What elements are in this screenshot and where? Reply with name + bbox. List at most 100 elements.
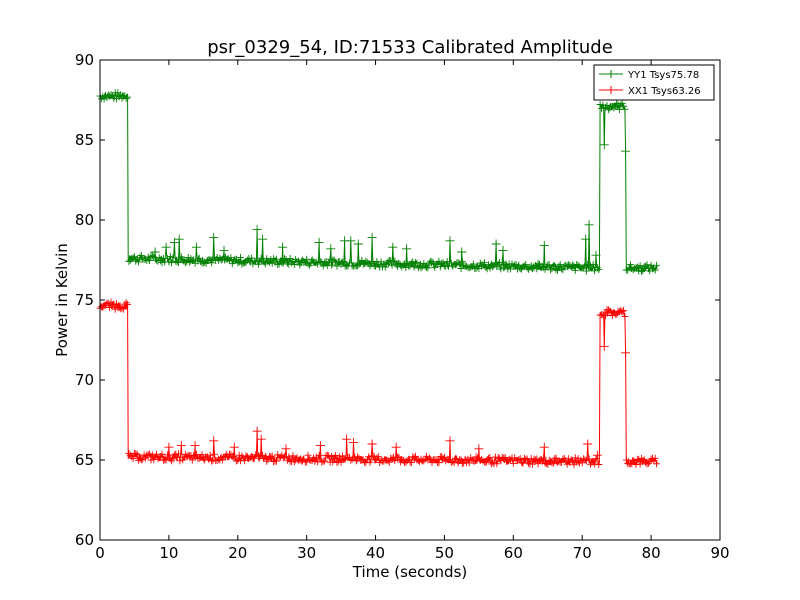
legend-label: YY1 Tsys75.78 bbox=[627, 70, 699, 81]
series-marker bbox=[278, 242, 288, 252]
series-marker bbox=[213, 457, 221, 464]
series-marker bbox=[188, 456, 196, 464]
legend-marker bbox=[607, 70, 615, 78]
series-marker bbox=[515, 456, 523, 464]
series-marker bbox=[529, 460, 537, 468]
series-marker bbox=[643, 261, 651, 269]
series-marker bbox=[256, 257, 264, 265]
series-marker bbox=[412, 259, 419, 266]
series-marker bbox=[270, 255, 278, 263]
series-marker bbox=[341, 455, 349, 463]
series-marker bbox=[436, 263, 444, 271]
series-marker bbox=[293, 258, 301, 266]
series-marker bbox=[523, 264, 531, 272]
series-marker bbox=[498, 245, 508, 255]
series-marker bbox=[639, 457, 647, 465]
series-marker bbox=[468, 456, 476, 464]
series-marker bbox=[254, 260, 262, 268]
series-marker bbox=[347, 456, 355, 464]
series-marker bbox=[533, 265, 541, 273]
series-marker bbox=[391, 442, 401, 452]
series-marker bbox=[644, 459, 652, 467]
series-marker bbox=[578, 459, 586, 467]
series-marker bbox=[268, 452, 276, 460]
x-axis: 0 10 20 30 40 50 60 70 80 90 bbox=[95, 60, 730, 562]
series-marker bbox=[353, 239, 363, 249]
series-marker bbox=[133, 450, 141, 458]
series-marker bbox=[610, 104, 618, 112]
series-marker bbox=[252, 225, 262, 235]
series-marker bbox=[135, 258, 143, 266]
x-axis-label: Time (seconds) bbox=[352, 563, 468, 581]
series-marker bbox=[174, 234, 184, 244]
x-tick-label: 90 bbox=[710, 544, 729, 562]
series-marker bbox=[168, 259, 176, 267]
series-marker bbox=[124, 93, 132, 101]
series-marker bbox=[398, 456, 406, 464]
series-marker bbox=[571, 454, 579, 462]
series-marker bbox=[440, 262, 448, 270]
series-marker bbox=[621, 312, 629, 320]
series-marker bbox=[205, 455, 213, 463]
series-marker bbox=[332, 452, 340, 459]
series-marker bbox=[381, 263, 389, 271]
series-marker bbox=[113, 300, 120, 308]
series-marker bbox=[206, 256, 214, 264]
series-marker bbox=[321, 457, 329, 465]
legend-marker bbox=[607, 86, 615, 94]
series-marker bbox=[217, 256, 225, 264]
series-marker bbox=[553, 267, 561, 275]
series-marker bbox=[542, 460, 550, 467]
series-marker bbox=[144, 451, 152, 459]
series-marker bbox=[536, 457, 543, 465]
series-marker bbox=[534, 460, 542, 468]
series-marker bbox=[164, 442, 174, 452]
series-marker bbox=[346, 236, 356, 246]
series-marker bbox=[367, 233, 377, 243]
series-marker bbox=[285, 453, 293, 461]
y-tick-label: 90 bbox=[75, 51, 94, 69]
series-marker bbox=[161, 242, 171, 252]
series-marker bbox=[482, 458, 490, 466]
series-marker bbox=[187, 255, 195, 263]
series-marker bbox=[424, 264, 432, 272]
series-marker bbox=[541, 459, 549, 467]
series-marker bbox=[545, 261, 553, 269]
series-marker bbox=[339, 258, 346, 266]
series-marker bbox=[642, 458, 650, 466]
series-marker bbox=[252, 426, 262, 436]
series-marker bbox=[315, 441, 325, 451]
x-tick-label: 20 bbox=[228, 544, 247, 562]
series-marker bbox=[363, 258, 371, 266]
series-marker bbox=[639, 267, 647, 275]
series-marker bbox=[374, 453, 382, 461]
series-marker bbox=[206, 451, 214, 459]
series-marker bbox=[501, 454, 509, 461]
series-marker bbox=[388, 242, 398, 252]
series-marker bbox=[348, 455, 356, 463]
series-marker bbox=[621, 146, 631, 156]
series-marker bbox=[342, 434, 352, 444]
series-marker bbox=[547, 266, 554, 274]
series-marker bbox=[493, 460, 501, 468]
series-marker bbox=[591, 267, 599, 275]
series-marker bbox=[336, 453, 344, 461]
x-tick-label: 40 bbox=[366, 544, 385, 562]
series-marker bbox=[169, 254, 177, 262]
series-marker bbox=[323, 451, 331, 459]
series-marker bbox=[210, 450, 218, 458]
series-marker bbox=[498, 259, 506, 267]
series-marker bbox=[443, 258, 451, 266]
series-marker bbox=[304, 451, 312, 459]
series-marker bbox=[238, 260, 246, 268]
series-marker bbox=[403, 457, 411, 465]
series-marker bbox=[198, 451, 206, 459]
series-marker bbox=[219, 245, 229, 255]
series-marker bbox=[190, 441, 200, 451]
series-marker bbox=[294, 456, 302, 464]
series-1 bbox=[96, 89, 661, 275]
series-marker bbox=[516, 455, 524, 463]
series-marker bbox=[555, 457, 563, 465]
series-marker bbox=[137, 456, 145, 464]
